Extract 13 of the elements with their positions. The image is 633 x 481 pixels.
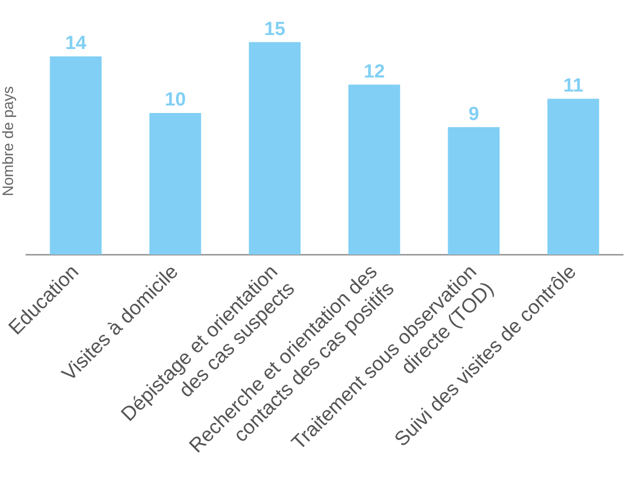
y-axis-title: Nombre de pays [0,86,18,196]
data-label: 9 [468,104,480,125]
data-label: 11 [563,76,584,97]
bar [448,127,500,254]
bar [248,42,301,254]
bar [547,98,600,254]
data-label: 12 [364,61,385,82]
data-label: 14 [65,33,87,54]
data-label: 15 [264,18,286,40]
bar [149,112,202,254]
data-label: 10 [164,90,186,111]
bar [50,56,102,254]
bar [348,84,400,254]
